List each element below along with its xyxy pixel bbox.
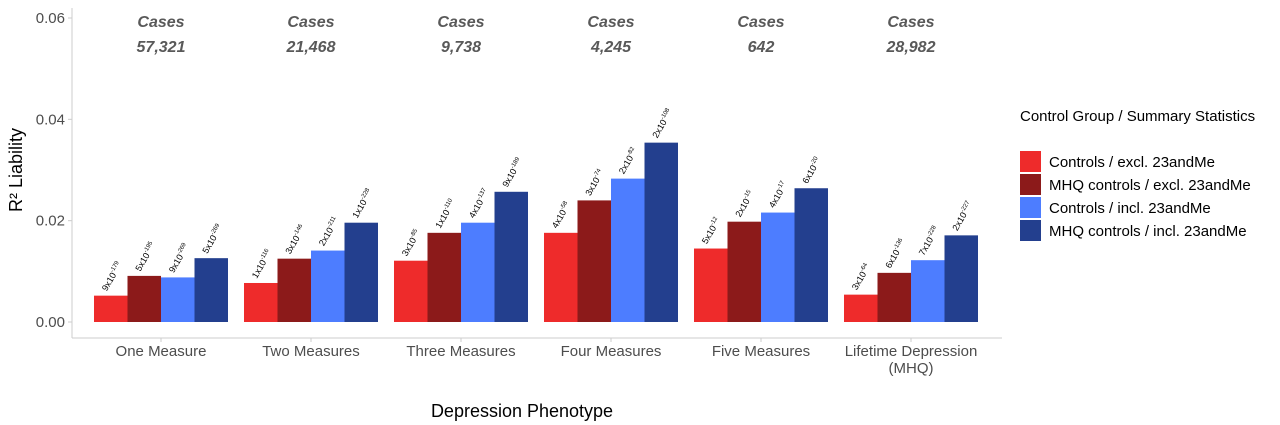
bar <box>194 258 228 322</box>
x-tick-label: Three Measures <box>406 343 515 360</box>
bars: 9x10-179 5x10-195 9x10-269 5x10-269 1x10-116… <box>94 107 978 322</box>
p-value-label: 9x10-269 <box>167 242 192 275</box>
bar <box>877 272 911 322</box>
legend: Control Group / Summary Statistics Contro… <box>1020 108 1255 241</box>
bar <box>611 178 645 322</box>
legend-swatch <box>1020 151 1041 172</box>
cases-count: 57,321 <box>137 39 186 56</box>
bar <box>544 232 578 322</box>
legend-label: MHQ controls / incl. 23andMe <box>1049 223 1247 240</box>
y-tick-label: 0.06 <box>36 10 65 27</box>
x-tick-label: Two Measures <box>262 343 360 360</box>
cases-label: Cases <box>287 14 334 31</box>
bar <box>94 295 128 322</box>
cases-label: Cases <box>587 14 634 31</box>
p-value-label: 5x10-12 <box>700 216 723 246</box>
bar <box>494 191 528 322</box>
x-tick-label: Lifetime Depression (MHQ) <box>845 343 978 377</box>
x-axis-title: Depression Phenotype <box>431 401 613 421</box>
cases-count: 9,738 <box>441 39 481 56</box>
bar <box>844 294 878 322</box>
cases-label: Cases <box>737 14 784 31</box>
bar <box>694 248 728 322</box>
cases-annotations: Cases 57,321 Cases 21,468 Cases 9,738 Cases 4,2… <box>137 14 936 56</box>
cases-count: 4,245 <box>590 39 632 56</box>
p-value-label: 2x10-211 <box>317 215 342 248</box>
bar <box>127 275 161 322</box>
bar <box>277 258 311 322</box>
p-value-label: 4x10-58 <box>550 200 573 230</box>
p-value-label: 2x10-82 <box>617 146 640 176</box>
p-value-label: 3x10-146 <box>283 223 308 256</box>
cases-label: Cases <box>887 14 934 31</box>
y-axis-title: R² Liability <box>6 128 26 212</box>
p-value-label: 3x10-74 <box>583 167 606 197</box>
cases-count: 28,982 <box>886 39 936 56</box>
bar <box>244 282 278 322</box>
legend-label: Controls / incl. 23andMe <box>1049 200 1211 217</box>
p-value-label: 5x10-269 <box>200 222 225 255</box>
bar <box>394 260 428 322</box>
p-value-label: 3x10-85 <box>400 228 423 258</box>
p-value-label: 2x10-108 <box>650 107 675 140</box>
p-value-label: 7x10-228 <box>917 224 942 257</box>
p-value-label: 6x10-20 <box>800 155 823 185</box>
bar <box>644 142 678 322</box>
p-value-label: 1x10-116 <box>250 247 275 280</box>
y-tick-label: 0.04 <box>36 111 65 128</box>
cases-label: Cases <box>437 14 484 31</box>
bar <box>344 222 378 322</box>
x-tick-label: Four Measures <box>561 343 662 360</box>
p-value-label: 1x10-228 <box>350 187 375 220</box>
p-value-label: 9x10-179 <box>100 260 125 293</box>
bar <box>727 221 761 322</box>
bar <box>461 222 495 322</box>
bar <box>427 232 461 322</box>
p-value-label: 1x10-110 <box>433 197 458 230</box>
p-value-label: 3x10-64 <box>850 262 873 292</box>
bar <box>911 260 945 322</box>
axes: 0.00 0.02 0.04 0.06 R² Liability Depression P… <box>6 8 1002 421</box>
cases-count: 642 <box>748 39 775 56</box>
bar <box>577 200 611 322</box>
p-value-label: 2x10-15 <box>733 189 756 219</box>
p-value-label: 9x10-189 <box>500 156 525 189</box>
legend-swatch <box>1020 197 1041 218</box>
y-tick-label: 0.02 <box>36 213 65 230</box>
p-value-label: 5x10-195 <box>133 240 158 273</box>
bar <box>761 212 795 322</box>
y-tick-label: 0.00 <box>36 314 65 331</box>
p-value-label: 2x10-227 <box>950 199 975 232</box>
p-value-label: 4x10-17 <box>767 180 790 210</box>
cases-label: Cases <box>137 14 184 31</box>
x-tick-label: One Measure <box>116 343 207 360</box>
bar <box>161 277 195 322</box>
x-tick-label: Five Measures <box>712 343 810 360</box>
bar <box>794 188 828 322</box>
legend-label: Controls / excl. 23andMe <box>1049 154 1215 171</box>
legend-title: Control Group / Summary Statistics <box>1020 108 1255 125</box>
legend-swatch <box>1020 174 1041 195</box>
bar <box>311 250 345 322</box>
bar <box>944 235 978 322</box>
p-value-label: 4x10-137 <box>467 187 492 220</box>
cases-count: 21,468 <box>286 39 336 56</box>
legend-swatch <box>1020 220 1041 241</box>
legend-label: MHQ controls / excl. 23andMe <box>1049 177 1251 194</box>
p-value-label: 6x10-136 <box>883 237 908 270</box>
